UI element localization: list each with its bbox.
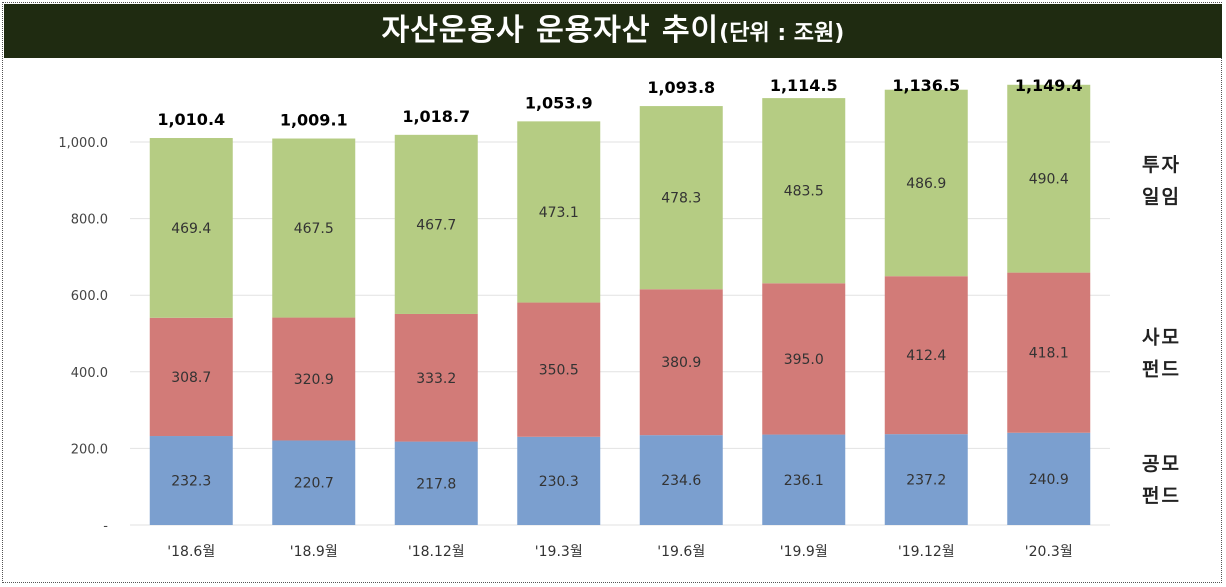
bar-segment — [394, 134, 478, 314]
bar-segment — [762, 434, 846, 525]
bar-segment — [639, 435, 723, 525]
total-value-label: 1,114.5 — [770, 76, 838, 95]
segment-value-label: 217.8 — [416, 476, 456, 492]
x-tick-label: '18.9월 — [290, 544, 338, 560]
x-tick-label: '19.3월 — [535, 544, 583, 560]
y-tick-label: 200.0 — [71, 442, 108, 457]
bar-segment — [272, 440, 356, 525]
total-value-label: 1,009.1 — [280, 111, 348, 130]
legend-label: 일임 — [1142, 186, 1181, 208]
y-tick-label: 400.0 — [71, 366, 108, 381]
x-tick-label: '18.12월 — [408, 544, 465, 560]
segment-value-label: 483.5 — [784, 184, 824, 200]
segment-value-label: 467.5 — [294, 221, 334, 237]
x-tick-label: '19.6월 — [657, 544, 705, 560]
bar-segment — [149, 436, 233, 525]
bar-segment — [639, 106, 723, 290]
y-tick-label: - — [103, 519, 108, 534]
segment-value-label: 333.2 — [416, 371, 456, 387]
segment-value-label: 234.6 — [661, 473, 701, 489]
bar-segment — [149, 138, 233, 318]
segment-value-label: 350.5 — [539, 363, 579, 379]
legend-label: 공모 — [1142, 453, 1181, 475]
total-value-label: 1,093.8 — [647, 78, 715, 97]
segment-value-label: 236.1 — [784, 473, 824, 489]
chart-title-bar: 자산운용사 운용자산 추이(단위 : 조원) — [4, 4, 1222, 58]
segment-value-label: 395.0 — [784, 352, 824, 368]
x-tick-label: '18.6월 — [167, 544, 215, 560]
total-value-label: 1,010.4 — [157, 110, 225, 129]
bar-segment — [1007, 84, 1091, 273]
bar-segment — [394, 441, 478, 525]
segment-value-label: 232.3 — [171, 474, 211, 490]
segment-value-label: 469.4 — [171, 221, 211, 237]
x-tick-label: '20.3월 — [1025, 544, 1073, 560]
bar-segment — [884, 434, 968, 525]
bar-segment — [272, 138, 356, 318]
legend-label: 사모 — [1142, 327, 1181, 349]
segment-value-label: 473.1 — [539, 205, 579, 221]
segment-value-label: 418.1 — [1029, 346, 1069, 362]
segment-value-label: 486.9 — [906, 176, 946, 192]
bar-segment — [762, 98, 846, 284]
bar-segment — [1007, 272, 1091, 433]
segment-value-label: 412.4 — [906, 348, 946, 364]
bar-segment — [884, 276, 968, 435]
segment-value-label: 467.7 — [416, 217, 456, 233]
segment-value-label: 220.7 — [294, 476, 334, 492]
y-tick-label: 1,000.0 — [58, 136, 108, 151]
legend-label: 투자 — [1142, 154, 1181, 176]
legend-label: 펀드 — [1142, 485, 1181, 507]
bar-segment — [1007, 432, 1091, 525]
bar-segment — [517, 302, 601, 437]
bar-segment — [884, 89, 968, 277]
segment-value-label: 380.9 — [661, 355, 701, 371]
bar-segment — [762, 283, 846, 435]
bar-segment — [517, 121, 601, 303]
y-tick-label: 600.0 — [71, 289, 108, 304]
x-tick-label: '19.12월 — [898, 544, 955, 560]
bar-segment — [517, 436, 601, 525]
segment-value-label: 240.9 — [1029, 472, 1069, 488]
bar-segment — [272, 317, 356, 441]
bar-segment — [639, 289, 723, 436]
total-value-label: 1,053.9 — [525, 93, 593, 112]
x-tick-label: '19.9월 — [780, 544, 828, 560]
total-value-label: 1,018.7 — [402, 107, 470, 126]
bar-segment — [149, 317, 233, 437]
segment-value-label: 237.2 — [906, 473, 946, 489]
chart-title: 자산운용사 운용자산 추이 — [381, 13, 720, 48]
chart-unit: (단위 : 조원) — [719, 21, 845, 46]
segment-value-label: 320.9 — [294, 372, 334, 388]
y-tick-label: 800.0 — [71, 213, 108, 228]
bar-segment — [394, 313, 478, 442]
legend-label: 펀드 — [1142, 359, 1181, 381]
total-value-label: 1,149.4 — [1015, 76, 1083, 95]
total-value-label: 1,136.5 — [892, 76, 960, 95]
segment-value-label: 308.7 — [171, 370, 211, 386]
segment-value-label: 490.4 — [1029, 172, 1069, 188]
segment-value-label: 230.3 — [539, 474, 579, 490]
segment-value-label: 478.3 — [661, 191, 701, 207]
